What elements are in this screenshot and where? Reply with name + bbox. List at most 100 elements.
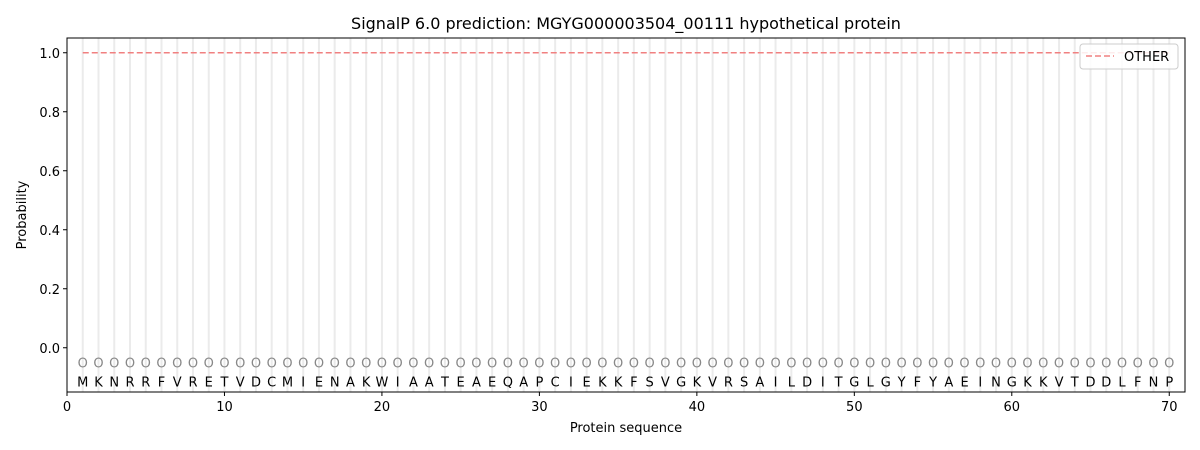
region-marker: O: [345, 357, 355, 372]
region-marker: O: [692, 357, 702, 372]
residue-label: R: [141, 375, 150, 390]
residue-label: N: [109, 375, 119, 390]
residue-label: G: [1007, 375, 1017, 390]
residue-label: P: [1165, 375, 1173, 390]
x-tick-label: 10: [216, 400, 233, 415]
region-marker: O: [613, 357, 623, 372]
residue-label: I: [821, 375, 825, 390]
residue-label: F: [1134, 375, 1141, 390]
region-marker: O: [645, 357, 655, 372]
x-tick-label: 70: [1161, 400, 1178, 415]
residue-label: A: [755, 375, 764, 390]
region-marker: O: [78, 357, 88, 372]
residue-label: W: [375, 375, 388, 390]
region-marker: O: [723, 357, 733, 372]
residue-label: E: [960, 375, 968, 390]
residue-label: K: [362, 375, 371, 390]
region-marker: O: [141, 357, 151, 372]
residue-label: D: [802, 375, 812, 390]
residue-label: Q: [503, 375, 513, 390]
plot-frame: [66, 37, 1186, 393]
region-marker: O: [912, 357, 922, 372]
region-marker: O: [550, 357, 560, 372]
residue-label: S: [645, 375, 653, 390]
y-tick-label: 0.6: [39, 165, 60, 180]
region-marker: O: [896, 357, 906, 372]
region-marker: O: [566, 357, 576, 372]
region-marker: O: [456, 357, 466, 372]
region-marker: O: [1117, 357, 1127, 372]
x-axis-label: Protein sequence: [570, 421, 682, 436]
region-marker: O: [109, 357, 119, 372]
residue-label: I: [301, 375, 305, 390]
residue-label: D: [1101, 375, 1111, 390]
chart-title: SignalP 6.0 prediction: MGYG000003504_00…: [351, 14, 901, 34]
region-marker: O: [298, 357, 308, 372]
region-marker: O: [188, 357, 198, 372]
region-marker: O: [1101, 357, 1111, 372]
residue-label: D: [1086, 375, 1096, 390]
y-tick-label: 0.2: [39, 283, 60, 298]
y-axis-ticks: 0.0 0.2 0.4 0.6 0.8 1.0: [39, 47, 67, 357]
residue-label: A: [409, 375, 418, 390]
region-marker: O: [597, 357, 607, 372]
residue-label: I: [774, 375, 778, 390]
x-tick-label: 20: [374, 400, 391, 415]
residue-label: K: [693, 375, 702, 390]
residue-label: V: [173, 375, 182, 390]
residue-label: L: [866, 375, 874, 390]
residue-label: Y: [928, 375, 937, 390]
residue-label: K: [1023, 375, 1032, 390]
region-marker: O: [991, 357, 1001, 372]
legend-box: [1079, 43, 1179, 70]
residue-label: T: [1070, 375, 1079, 390]
residue-label: L: [1118, 375, 1126, 390]
region-marker: O: [314, 357, 324, 372]
residue-label: V: [661, 375, 670, 390]
region-marker: O: [424, 357, 434, 372]
region-marker: O: [1148, 357, 1158, 372]
region-marker: O: [519, 357, 529, 372]
region-marker: O: [833, 357, 843, 372]
region-marker: O: [849, 357, 859, 372]
residue-label: R: [125, 375, 134, 390]
region-marker: O: [1164, 357, 1174, 372]
region-marker: O: [125, 357, 135, 372]
residue-label: I: [978, 375, 982, 390]
region-marker: O: [235, 357, 245, 372]
region-marker: O: [471, 357, 481, 372]
x-tick-label: 30: [531, 400, 548, 415]
region-marker: O: [928, 357, 938, 372]
x-tick-label: 40: [689, 400, 706, 415]
residue-label: I: [396, 375, 400, 390]
region-marker: O: [1054, 357, 1064, 372]
residue-label: K: [1039, 375, 1048, 390]
region-marker: O: [282, 357, 292, 372]
region-marker: O: [93, 357, 103, 372]
residue-label: N: [1149, 375, 1159, 390]
legend: OTHER: [1079, 43, 1179, 70]
residue-label: D: [251, 375, 261, 390]
residue-label: A: [425, 375, 434, 390]
region-marker: O: [582, 357, 592, 372]
residue-label: V: [1055, 375, 1064, 390]
residue-label: Y: [897, 375, 906, 390]
region-marker: O: [377, 357, 387, 372]
residue-grid: [81, 38, 1171, 392]
region-marker: O: [881, 357, 891, 372]
region-marker: O: [786, 357, 796, 372]
region-marker: O: [534, 357, 544, 372]
residue-label: F: [914, 375, 921, 390]
residue-label: V: [236, 375, 245, 390]
residue-label: C: [267, 375, 276, 390]
region-marker: O: [660, 357, 670, 372]
region-marker: O: [1022, 357, 1032, 372]
residue-label: S: [740, 375, 748, 390]
residue-label: M: [282, 375, 293, 390]
region-marker: O: [802, 357, 812, 372]
residue-label: N: [330, 375, 340, 390]
sequence-marks: OMOKONOROROFOVOROEOTOVODOCOMOIOEONOAOKOW…: [77, 357, 1174, 391]
region-marker: O: [975, 357, 985, 372]
region-marker: O: [707, 357, 717, 372]
